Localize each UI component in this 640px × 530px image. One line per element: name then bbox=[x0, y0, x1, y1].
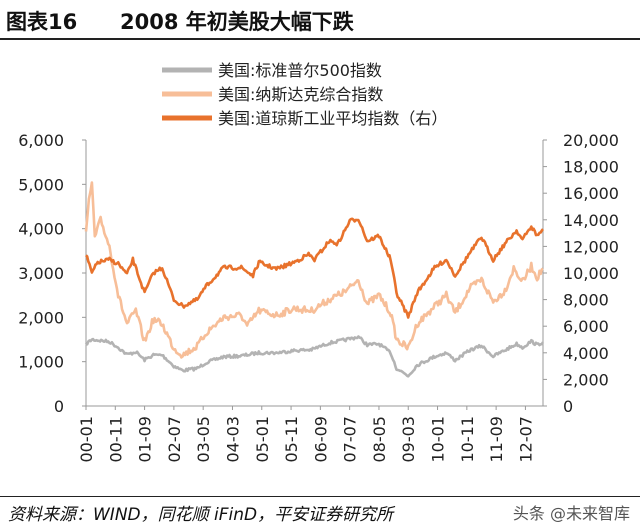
x-tick-label: 03-05 bbox=[194, 416, 213, 463]
y-right-tick-label: 12,000 bbox=[563, 237, 619, 256]
legend-label-3: 美国:道琼斯工业平均指数（右） bbox=[218, 109, 447, 128]
x-tick-label: 00-01 bbox=[77, 416, 96, 463]
source-note: 资料来源：WIND，同花顺 iFinD，平安证券研究所 bbox=[8, 505, 394, 525]
y-right-tick-label: 4,000 bbox=[563, 344, 609, 363]
x-tick-label: 08-05 bbox=[370, 416, 389, 463]
x-tick-label: 10-11 bbox=[458, 416, 477, 463]
y-left-tick-label: 6,000 bbox=[18, 131, 64, 150]
x-tick-label: 10-01 bbox=[429, 416, 448, 463]
legend-label-2: 美国:纳斯达克综合指数 bbox=[218, 85, 383, 104]
series-line-2 bbox=[84, 181, 544, 359]
y-right-tick-label: 14,000 bbox=[563, 211, 619, 230]
footer-rule bbox=[0, 496, 640, 497]
figure-title: 2008 年初美股大幅下跌 bbox=[120, 10, 354, 34]
x-tick-label: 00-11 bbox=[106, 416, 125, 463]
x-tick-label: 04-03 bbox=[223, 416, 242, 463]
watermark: 头条 @未来智库 bbox=[512, 504, 630, 523]
y-right-tick-label: 18,000 bbox=[563, 158, 619, 177]
series-line-3 bbox=[85, 217, 544, 319]
series-line-1 bbox=[84, 335, 545, 378]
y-right-tick-label: 2,000 bbox=[563, 370, 609, 389]
y-right-tick-label: 16,000 bbox=[563, 184, 619, 203]
header-rule bbox=[0, 38, 640, 40]
y-left-tick-label: 0 bbox=[54, 397, 64, 416]
x-tick-label: 01-09 bbox=[136, 416, 155, 463]
x-tick-label: 05-11 bbox=[282, 416, 301, 463]
x-tick-label: 06-09 bbox=[311, 416, 330, 463]
y-left-tick-label: 5,000 bbox=[18, 175, 64, 194]
y-right-tick-label: 0 bbox=[563, 397, 573, 416]
y-left-tick-label: 1,000 bbox=[18, 353, 64, 372]
x-tick-label: 11-09 bbox=[487, 416, 506, 463]
y-right-tick-label: 8,000 bbox=[563, 291, 609, 310]
y-right-tick-label: 10,000 bbox=[563, 264, 619, 283]
x-tick-label: 05-01 bbox=[253, 416, 272, 463]
figure-header: 图表16 2008 年初美股大幅下跌 bbox=[0, 0, 640, 40]
y-left-tick-label: 4,000 bbox=[18, 220, 64, 239]
figure-label: 图表16 bbox=[6, 10, 78, 34]
y-right-tick-label: 6,000 bbox=[563, 317, 609, 336]
y-right-tick-label: 20,000 bbox=[563, 131, 619, 150]
y-left-tick-label: 2,000 bbox=[18, 308, 64, 327]
chart-axes: 0 1,000 2,000 3,000 4,000 5,000 6,000 0 2,000 4,0… bbox=[18, 131, 619, 463]
x-tick-label: 09-03 bbox=[399, 416, 418, 463]
y-left-tick-label: 3,000 bbox=[18, 264, 64, 283]
x-tick-label: 12-07 bbox=[516, 416, 535, 463]
x-tick-label: 07-07 bbox=[341, 416, 360, 463]
legend-label-1: 美国:标准普尔500指数 bbox=[218, 61, 382, 80]
chart-series bbox=[84, 181, 545, 378]
x-tick-label: 02-07 bbox=[165, 416, 184, 463]
